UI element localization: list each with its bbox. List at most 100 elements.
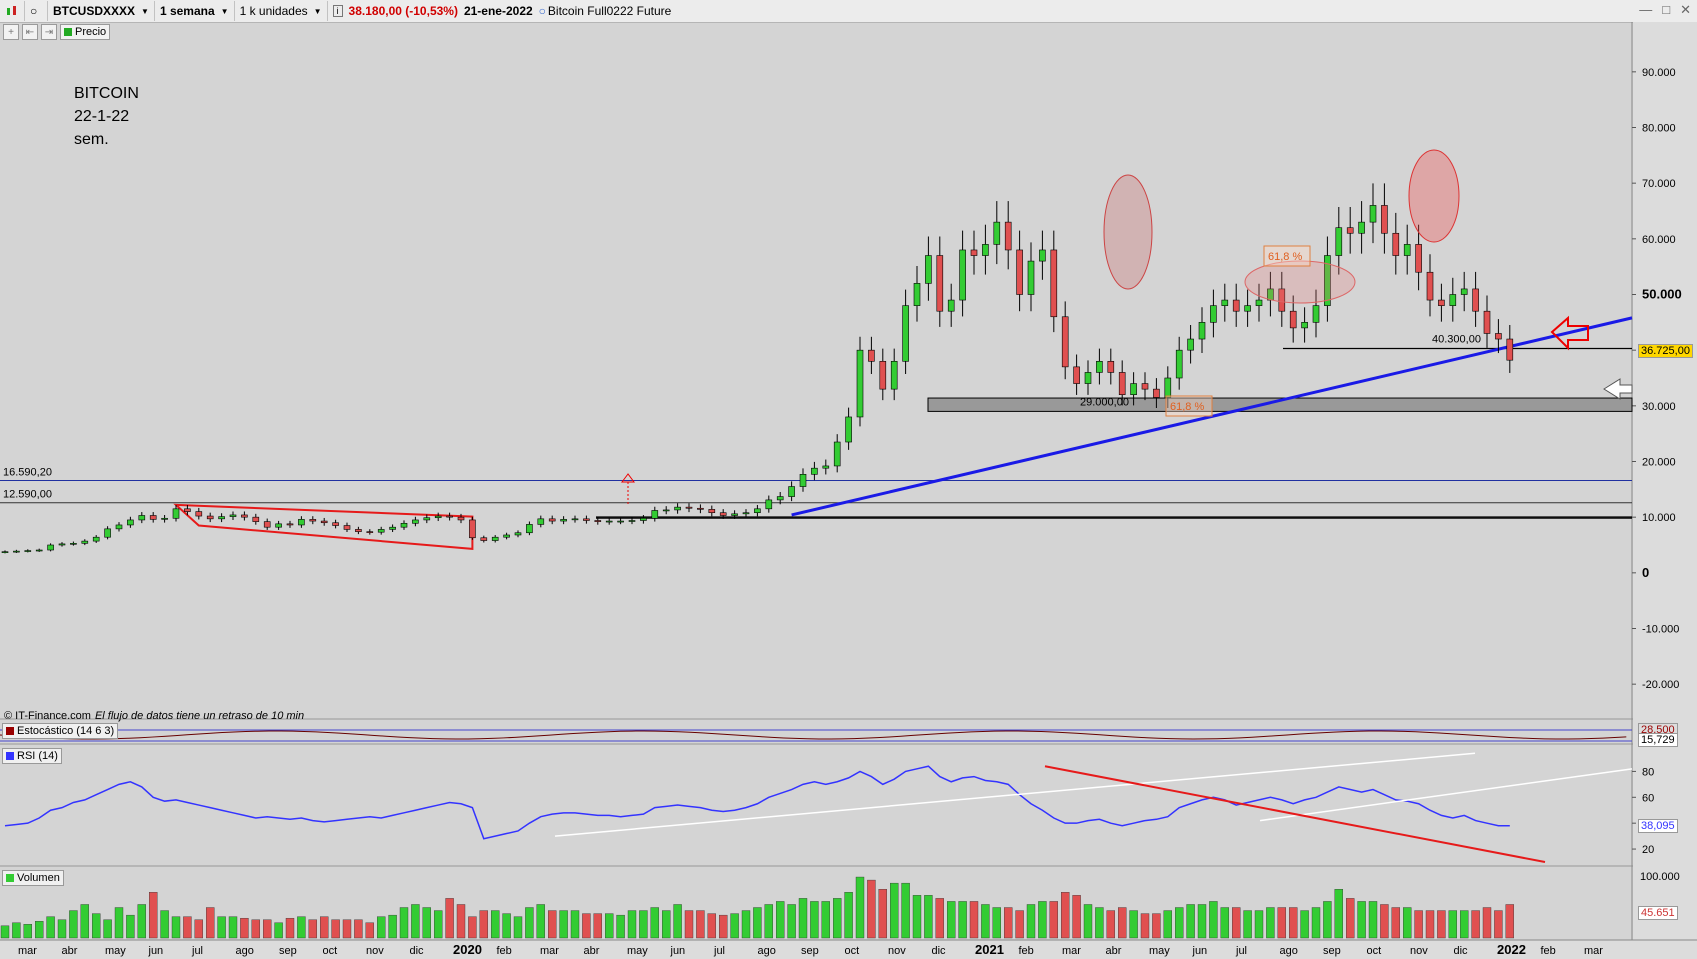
- candle-body: [343, 525, 351, 530]
- candle: [1198, 307, 1206, 354]
- volume-bar: [525, 907, 534, 939]
- candle-body: [1301, 322, 1308, 329]
- candle: [708, 505, 716, 517]
- volume-label[interactable]: Volumen: [2, 870, 64, 886]
- chart-toolbar: ○ BTCUSDXXXX ▼ 1 semana ▼ 1 k unidades ▼ i …: [0, 0, 1697, 23]
- candle: [1506, 325, 1514, 373]
- volume-bar: [593, 913, 602, 939]
- candle-body: [92, 536, 100, 542]
- candle: [366, 529, 374, 535]
- candle-body: [993, 221, 1001, 245]
- candle-body: [469, 519, 476, 539]
- candle-body: [1244, 305, 1251, 312]
- candle: [959, 230, 966, 317]
- add-icon[interactable]: +: [3, 24, 19, 40]
- volume-bar: [1505, 904, 1515, 939]
- volume-bar: [365, 922, 374, 939]
- time-axis-label: 2021: [975, 942, 1004, 957]
- volume-bar: [958, 901, 967, 939]
- volume-bar: [263, 919, 272, 939]
- volume-bar: [205, 907, 215, 939]
- candle: [526, 521, 533, 536]
- volume-bar: [947, 901, 956, 939]
- candle-body: [286, 523, 294, 526]
- volume-bar: [833, 898, 842, 939]
- candle: [1472, 271, 1479, 327]
- units-selector[interactable]: 1 k unidades ▼: [235, 1, 328, 21]
- candle: [982, 224, 989, 275]
- time-axis-label: ago: [758, 945, 776, 957]
- volume-bar: [662, 910, 671, 939]
- instrument-name: Bitcoin Full0222 Future: [547, 4, 672, 18]
- candle-body: [298, 519, 305, 526]
- volume-bar: [331, 919, 340, 939]
- time-axis-label: jun: [148, 945, 164, 957]
- candle: [697, 504, 704, 514]
- chart-subtoolbar: + ⇤ ⇥ Precio: [0, 23, 111, 41]
- export-icon[interactable]: ⇥: [41, 24, 57, 40]
- candle: [811, 461, 818, 481]
- volume-bar: [878, 889, 887, 939]
- volume-bar: [1026, 904, 1036, 939]
- chart-type-icon[interactable]: [0, 1, 25, 21]
- candle: [514, 530, 522, 538]
- volume-bar: [377, 916, 386, 939]
- volume-bar: [297, 916, 306, 939]
- fib-label: 61,8 %: [1170, 401, 1204, 413]
- candle: [298, 516, 305, 528]
- top-ellipse-1: [1103, 174, 1153, 290]
- time-axis-label: feb: [1541, 945, 1556, 957]
- rsi-tick-label: 60: [1642, 792, 1654, 804]
- volume-bar: [1414, 910, 1423, 939]
- symbol-selector[interactable]: BTCUSDXXXX ▼: [48, 1, 155, 21]
- candle-body: [149, 515, 157, 520]
- candle: [605, 517, 613, 525]
- info-icon[interactable]: i: [332, 5, 343, 17]
- candle: [890, 348, 898, 401]
- candle-body: [1, 551, 9, 553]
- candle-body: [480, 537, 488, 541]
- candle-body: [959, 249, 966, 301]
- precio-chip[interactable]: Precio: [60, 24, 111, 40]
- lock-icon[interactable]: ○: [25, 1, 48, 21]
- volume-bar: [1288, 907, 1298, 939]
- candle: [434, 512, 442, 522]
- candle: [1039, 230, 1046, 280]
- time-axis-label: jun: [670, 945, 686, 957]
- interval-selector[interactable]: 1 semana ▼: [155, 1, 235, 21]
- candle: [1369, 183, 1377, 244]
- minimize-icon[interactable]: —: [1639, 2, 1653, 17]
- remove-indicator-icon[interactable]: ⇤: [22, 24, 38, 40]
- volume-bar: [103, 919, 112, 939]
- candle: [1210, 289, 1217, 338]
- source-label: © IT-Finance.com: [4, 710, 91, 722]
- volume-bar: [912, 895, 922, 939]
- time-axis-label: ago: [1280, 945, 1298, 957]
- volume-bar: [1402, 907, 1412, 939]
- white-arrow-icon: [1603, 378, 1633, 400]
- units-label: 1 k unidades: [239, 4, 308, 18]
- maximize-icon[interactable]: □: [1662, 2, 1671, 17]
- stochastic-label-text: Estocástico (14 6 3): [17, 725, 115, 737]
- candle-body: [970, 249, 978, 256]
- candle: [594, 517, 602, 525]
- volume-bar: [491, 910, 500, 939]
- close-icon[interactable]: ✕: [1680, 2, 1691, 17]
- stochastic-value-tag: 15,729: [1638, 733, 1678, 747]
- red-channel: [173, 503, 474, 550]
- annotation-date: 22-1-22: [74, 108, 130, 125]
- volume-bar: [194, 919, 204, 939]
- candle-body: [947, 299, 955, 312]
- time-axis-label: ago: [236, 945, 254, 957]
- shoulder-ellipse: [1244, 260, 1356, 304]
- candle: [617, 517, 624, 525]
- time-axis-label: mar: [1062, 945, 1081, 957]
- stochastic-label[interactable]: Estocástico (14 6 3): [2, 723, 119, 739]
- time-axis-label: mar: [18, 945, 37, 957]
- rsi-label[interactable]: RSI (14): [2, 748, 62, 764]
- candle: [229, 511, 237, 520]
- volume-bar: [422, 907, 431, 939]
- volume-bar: [764, 904, 773, 939]
- volume-bar: [160, 910, 169, 939]
